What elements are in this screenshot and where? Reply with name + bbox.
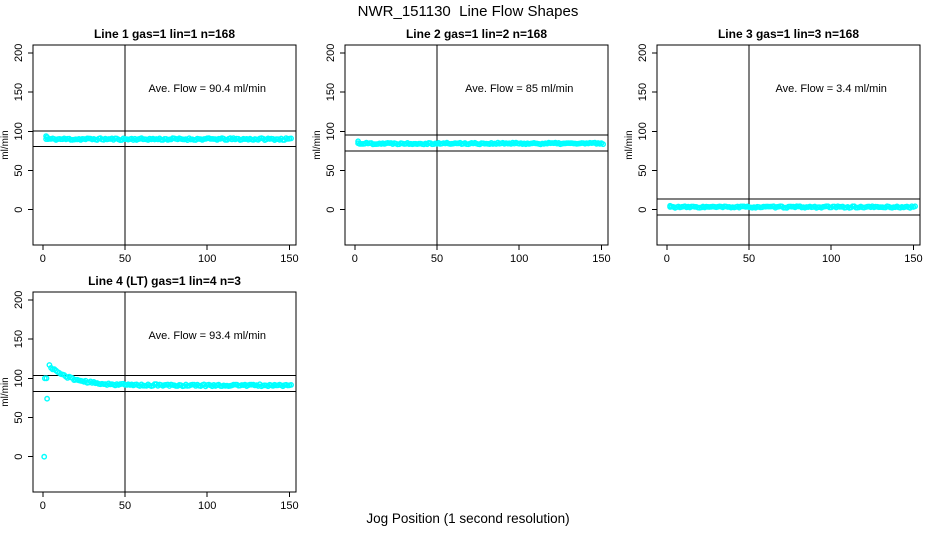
y-tick-label: 200 bbox=[13, 291, 25, 309]
y-tick-label: 0 bbox=[13, 207, 25, 213]
flow-point bbox=[44, 395, 50, 402]
subplot-title: Line 4 (LT) gas=1 lin=4 n=3 bbox=[88, 274, 241, 288]
subplot-line3-chart: Line 3 gas=1 lin=3 n=168 0 50 100 150 0 50 100 1… bbox=[624, 27, 923, 265]
y-axis-label: ml/min bbox=[0, 377, 11, 406]
x-tick-label: 150 bbox=[904, 253, 922, 265]
x-tick-label: 50 bbox=[119, 253, 131, 265]
y-tick-label: 150 bbox=[13, 330, 25, 348]
plot-box bbox=[344, 44, 609, 246]
y-tick-label: 100 bbox=[637, 122, 649, 140]
subplot-title: Line 1 gas=1 lin=1 n=168 bbox=[94, 27, 235, 41]
x-tick-label: 0 bbox=[352, 253, 358, 265]
y-tick-label: 50 bbox=[13, 164, 25, 176]
plot-box bbox=[656, 44, 921, 246]
y-axis-label: ml/min bbox=[624, 130, 635, 159]
ave-flow-annotation: Ave. Flow = 3.4 ml/min bbox=[776, 83, 887, 95]
x-tick-label: 0 bbox=[40, 500, 46, 512]
x-tick-label: 100 bbox=[822, 253, 840, 265]
subplot-line1-chart: Line 1 gas=1 lin=1 n=168 0 50 100 150 0 50 100 1… bbox=[0, 27, 299, 265]
y-tick-label: 0 bbox=[637, 207, 649, 213]
flow-points bbox=[41, 362, 294, 460]
y-tick-label: 100 bbox=[13, 122, 25, 140]
flow-points bbox=[43, 133, 294, 144]
figure-title: NWR_151130 Line Flow Shapes bbox=[357, 3, 579, 20]
subplot-line4-chart: Line 4 (LT) gas=1 lin=4 n=3 0 50 100 150 0 50 1… bbox=[0, 274, 299, 512]
ave-flow-annotation: Ave. Flow = 93.4 ml/min bbox=[148, 330, 265, 342]
y-tick-label: 200 bbox=[637, 44, 649, 62]
x-tick-label: 50 bbox=[743, 253, 755, 265]
x-tick-label: 50 bbox=[431, 253, 443, 265]
flow-point bbox=[41, 453, 48, 460]
flow-point bbox=[43, 375, 50, 382]
x-axis-label: Jog Position (1 second resolution) bbox=[366, 511, 570, 526]
y-tick-label: 100 bbox=[13, 369, 25, 387]
x-tick-label: 50 bbox=[119, 500, 131, 512]
subplot-title: Line 3 gas=1 lin=3 n=168 bbox=[718, 27, 859, 41]
y-tick-label: 0 bbox=[325, 207, 337, 213]
x-tick-label: 0 bbox=[40, 253, 46, 265]
y-tick-label: 150 bbox=[637, 83, 649, 101]
ave-flow-annotation: Ave. Flow = 90.4 ml/min bbox=[148, 83, 265, 95]
y-tick-label: 50 bbox=[325, 164, 337, 176]
ave-flow-annotation: Ave. Flow = 85 ml/min bbox=[465, 83, 573, 95]
plot-box bbox=[32, 291, 297, 493]
y-tick-label: 150 bbox=[13, 83, 25, 101]
y-tick-label: 200 bbox=[325, 44, 337, 62]
x-tick-label: 150 bbox=[280, 500, 298, 512]
x-tick-label: 150 bbox=[280, 253, 298, 265]
x-tick-label: 100 bbox=[198, 253, 216, 265]
y-tick-label: 200 bbox=[13, 44, 25, 62]
y-tick-label: 0 bbox=[13, 454, 25, 460]
flow-point bbox=[912, 203, 918, 210]
y-tick-label: 150 bbox=[325, 83, 337, 101]
x-tick-label: 100 bbox=[198, 500, 216, 512]
flow-points bbox=[667, 202, 918, 211]
x-tick-label: 0 bbox=[664, 253, 670, 265]
subplot-line2-chart: Line 2 gas=1 lin=2 n=168 0 50 100 150 0 50 100 1… bbox=[312, 27, 611, 265]
y-tick-label: 50 bbox=[637, 164, 649, 176]
x-tick-label: 100 bbox=[510, 253, 528, 265]
flow-point bbox=[600, 141, 606, 148]
flow-point bbox=[288, 135, 294, 142]
y-axis-label: ml/min bbox=[312, 130, 323, 159]
plot-box bbox=[32, 44, 297, 246]
y-tick-label: 100 bbox=[325, 122, 337, 140]
y-tick-label: 50 bbox=[13, 411, 25, 423]
x-tick-label: 150 bbox=[592, 253, 610, 265]
flow-points bbox=[355, 138, 606, 148]
flow-point bbox=[288, 382, 294, 388]
subplot-title: Line 2 gas=1 lin=2 n=168 bbox=[406, 27, 547, 41]
y-axis-label: ml/min bbox=[0, 130, 11, 159]
